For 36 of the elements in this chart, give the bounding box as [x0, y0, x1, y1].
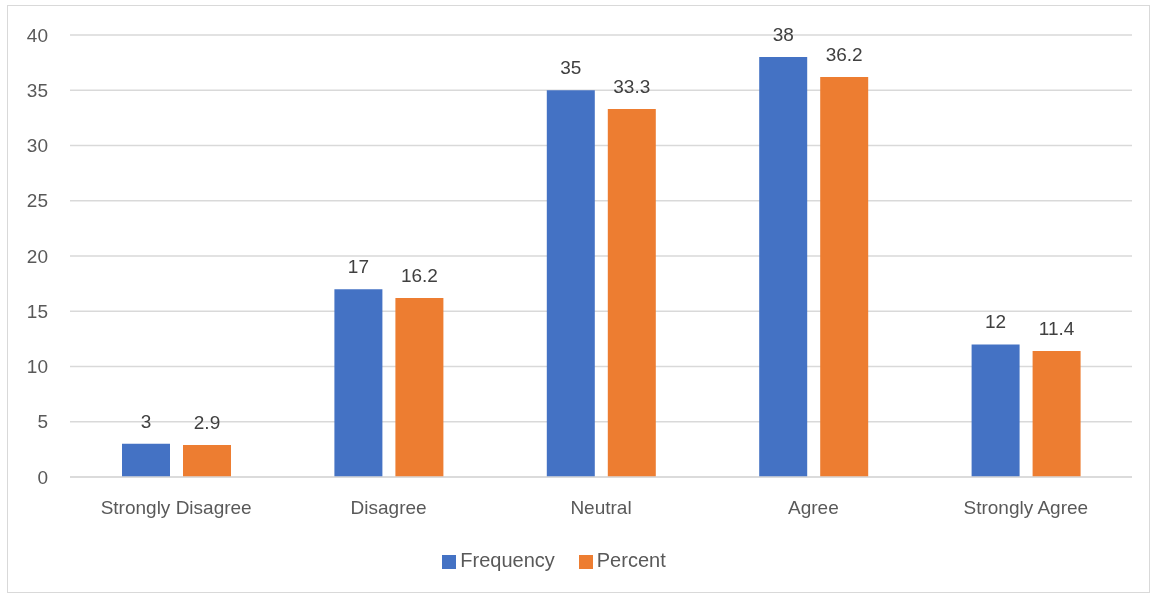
- bar: [122, 443, 170, 477]
- bar: [607, 109, 656, 477]
- bar: [546, 90, 595, 477]
- x-tick-label: Agree: [788, 497, 839, 519]
- y-tick-label: 20: [26, 245, 48, 267]
- bar: [820, 76, 869, 477]
- bar: [759, 57, 808, 477]
- y-tick-label: 0: [37, 466, 48, 488]
- bar: [183, 444, 231, 477]
- bar: [971, 344, 1020, 477]
- legend-label: Frequency: [460, 549, 555, 571]
- y-tick-label: 40: [26, 24, 48, 46]
- data-label: 17: [347, 256, 369, 278]
- bar: [395, 297, 444, 477]
- data-label: 11.4: [1038, 318, 1075, 340]
- bar: [1032, 351, 1081, 477]
- x-tick-label: Strongly Disagree: [100, 497, 252, 519]
- x-tick-label: Disagree: [350, 497, 427, 519]
- y-tick-label: 25: [26, 190, 48, 212]
- data-label: 12: [985, 311, 1007, 333]
- y-tick-label: 10: [26, 356, 48, 378]
- y-tick-label: 35: [26, 80, 48, 101]
- data-label: 16.2: [400, 264, 438, 286]
- data-label: 35: [560, 57, 582, 79]
- y-tick-label: 15: [26, 300, 48, 322]
- data-label: 2.9: [193, 411, 221, 433]
- data-label: 36.2: [825, 43, 863, 65]
- x-tick-label: Strongly Agree: [963, 497, 1089, 519]
- data-label: 38: [772, 24, 794, 46]
- y-tick-label: 5: [37, 411, 48, 433]
- data-label: 33.3: [613, 76, 651, 98]
- y-tick-label: 30: [26, 135, 48, 157]
- bar: [334, 289, 383, 477]
- data-label: 3: [140, 410, 152, 432]
- x-tick-label: Neutral: [570, 497, 632, 519]
- legend-label: Percent: [596, 549, 666, 571]
